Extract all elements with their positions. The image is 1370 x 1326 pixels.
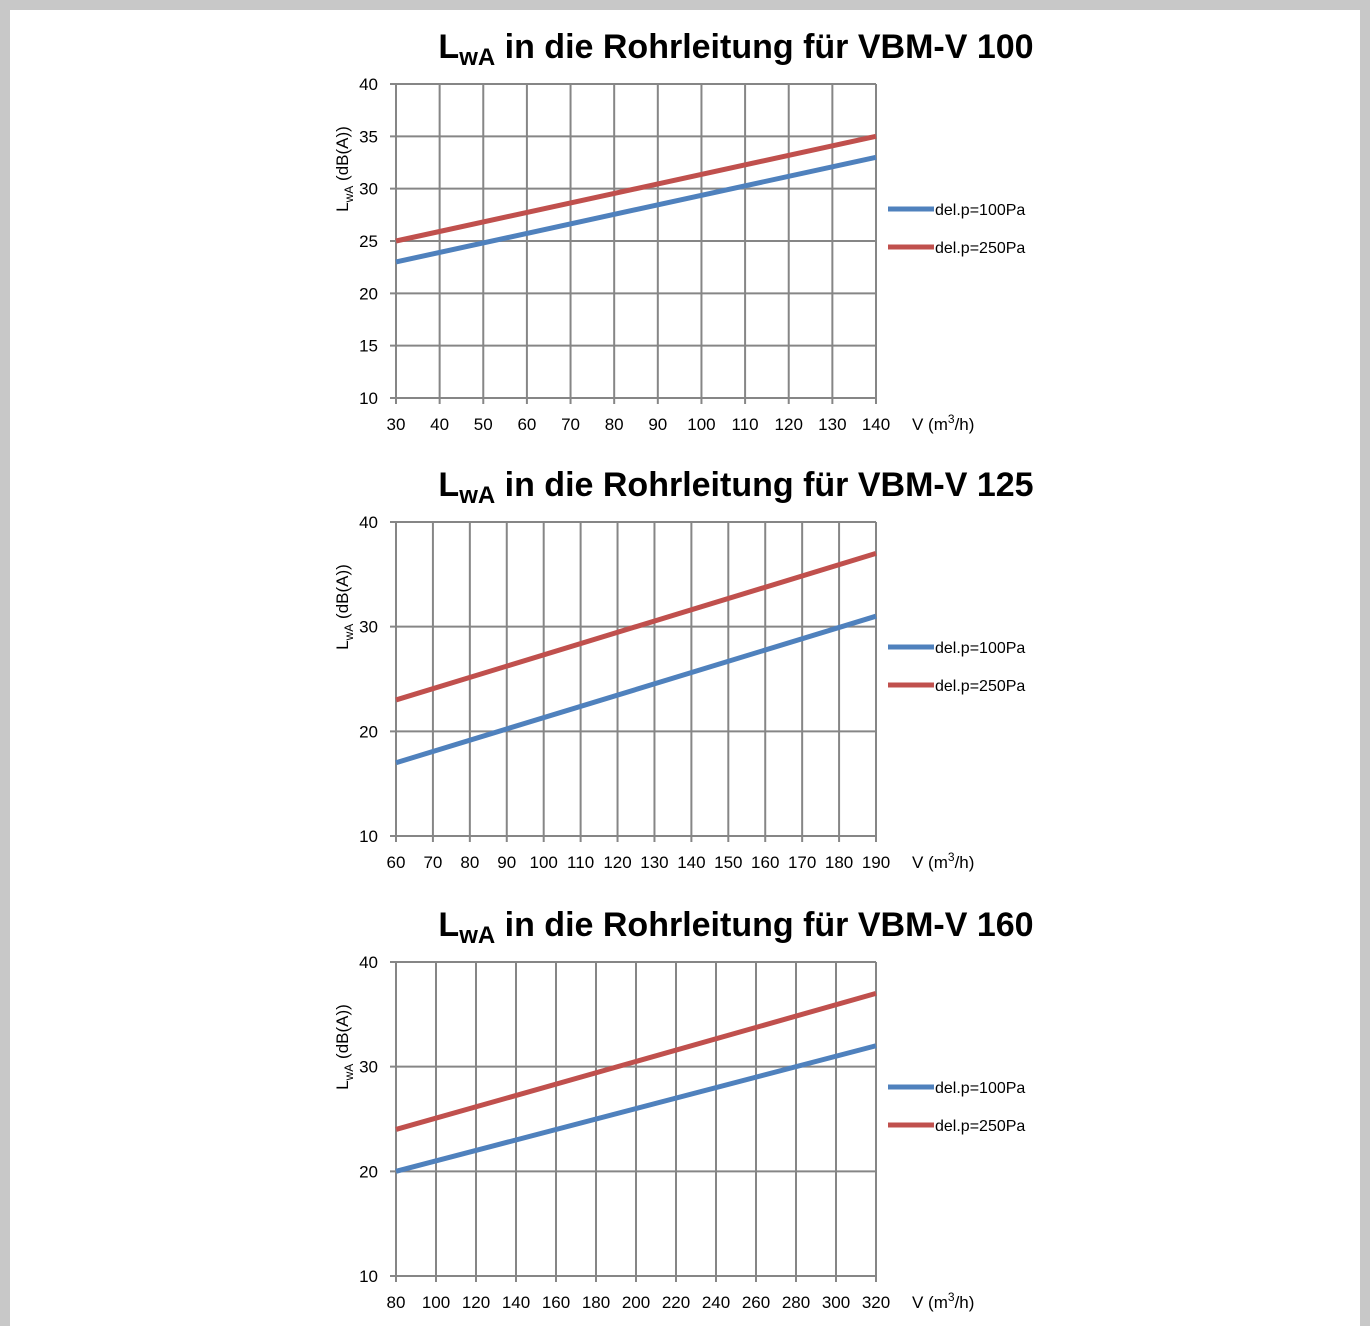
series-line-del-p-250pa (395, 133, 877, 244)
chart-3: LwA in die Rohrleitung für VBM-V 160 80 10… (333, 906, 1034, 1312)
x-tick-label: 140 (502, 1293, 530, 1312)
y-tick-label: 40 (359, 953, 378, 972)
x-axis-label: V (m3/h) (912, 1290, 974, 1312)
chart-1: LwA in die Rohrleitung für VBM-V 100 30 40… (333, 28, 1034, 434)
y-tick-label: 10 (359, 389, 378, 408)
x-tick-label: 220 (662, 1293, 690, 1312)
y-tick-label: 30 (359, 1058, 378, 1077)
legend-label: del.p=250Pa (935, 1118, 1025, 1135)
x-tick-label: 240 (702, 1293, 730, 1312)
y-tick-label: 40 (359, 75, 378, 94)
y-tick-label: 10 (359, 827, 378, 846)
x-tick-label: 60 (517, 415, 536, 434)
x-tick-label: 130 (640, 853, 668, 872)
x-tick-label: 190 (862, 853, 890, 872)
legend-label: del.p=250Pa (935, 240, 1025, 257)
x-tick-label: 40 (430, 415, 449, 434)
series-line-del-p-100pa (395, 154, 877, 265)
x-tick-label: 260 (742, 1293, 770, 1312)
x-tick-label: 180 (825, 853, 853, 872)
y-tick-label: 25 (359, 232, 378, 251)
x-tick-label: 100 (687, 415, 715, 434)
y-tick-label: 10 (359, 1267, 378, 1286)
series-line-del-p-250pa (395, 990, 877, 1132)
x-tick-label: 110 (732, 415, 759, 434)
legend-label: del.p=100Pa (935, 1080, 1025, 1097)
y-axis-label: LwA (dB(A)) (333, 126, 356, 212)
x-tick-label: 180 (582, 1293, 610, 1312)
x-tick-label: 130 (818, 415, 846, 434)
x-tick-label: 140 (862, 415, 890, 434)
x-tick-label: 60 (387, 853, 406, 872)
x-tick-label: 320 (862, 1293, 890, 1312)
series-line-del-p-100pa (395, 1043, 877, 1174)
chart-title: LwA in die Rohrleitung für VBM-V 100 (438, 28, 1033, 71)
series-line-del-p-250pa (395, 551, 877, 703)
x-tick-label: 170 (788, 853, 816, 872)
y-tick-label: 20 (359, 1162, 378, 1181)
x-tick-label: 100 (422, 1293, 450, 1312)
chart-title: LwA in die Rohrleitung für VBM-V 160 (438, 906, 1033, 949)
x-tick-label: 120 (603, 853, 631, 872)
x-tick-label: 160 (542, 1293, 570, 1312)
x-tick-label: 110 (567, 853, 594, 872)
y-axis-label: LwA (dB(A)) (333, 1004, 356, 1090)
x-tick-label: 120 (775, 415, 803, 434)
x-axis-label: V (m3/h) (912, 412, 974, 434)
y-axis-label: LwA (dB(A)) (333, 564, 356, 650)
y-tick-label: 30 (359, 618, 378, 637)
series-line-del-p-100pa (395, 613, 877, 766)
x-axis-label: V (m3/h) (912, 850, 974, 872)
x-tick-label: 70 (561, 415, 580, 434)
x-tick-label: 90 (648, 415, 667, 434)
y-tick-label: 15 (359, 337, 378, 356)
x-tick-label: 80 (460, 853, 479, 872)
chart-title: LwA in die Rohrleitung für VBM-V 125 (438, 466, 1033, 509)
y-tick-label: 20 (359, 284, 378, 303)
x-tick-label: 80 (387, 1293, 406, 1312)
plot-area (396, 522, 876, 836)
x-tick-label: 200 (622, 1293, 650, 1312)
y-tick-label: 40 (359, 513, 378, 532)
y-tick-label: 30 (359, 180, 378, 199)
legend-label: del.p=100Pa (935, 640, 1025, 657)
x-tick-label: 80 (605, 415, 624, 434)
y-tick-label: 35 (359, 127, 378, 146)
x-tick-label: 90 (497, 853, 516, 872)
x-tick-label: 70 (423, 853, 442, 872)
x-tick-label: 300 (822, 1293, 850, 1312)
x-tick-label: 30 (387, 415, 406, 434)
x-tick-label: 100 (530, 853, 558, 872)
y-tick-label: 20 (359, 722, 378, 741)
x-tick-label: 120 (462, 1293, 490, 1312)
x-tick-label: 280 (782, 1293, 810, 1312)
x-tick-label: 150 (714, 853, 742, 872)
x-tick-label: 140 (677, 853, 705, 872)
legend-label: del.p=100Pa (935, 202, 1025, 219)
x-tick-label: 160 (751, 853, 779, 872)
legend-label: del.p=250Pa (935, 678, 1025, 695)
x-tick-label: 50 (474, 415, 493, 434)
chart-2: LwA in die Rohrleitung für VBM-V 125 60 70… (333, 466, 1034, 872)
